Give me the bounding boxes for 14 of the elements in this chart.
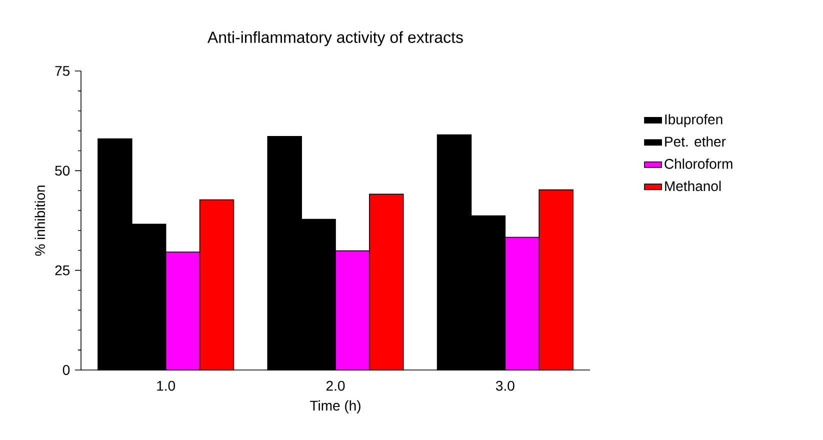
x-tick-label: 3.0: [496, 380, 514, 391]
y-tick-label: 75: [55, 66, 70, 76]
legend-label: Chloroform: [664, 158, 732, 169]
y-tick-label: 0: [62, 365, 70, 375]
x-tick-label: 1.0: [157, 380, 176, 391]
chart-title: Anti-inflammatory activity of extracts: [207, 31, 463, 46]
y-tick-label: 25: [55, 265, 70, 276]
y-tick-label: 50: [55, 166, 70, 176]
legend-label: Methanol: [665, 180, 721, 192]
x-axis-title: Time (h): [310, 400, 360, 414]
x-tick-label: 2.0: [326, 380, 345, 391]
legend-label: Ibuprofen: [665, 114, 722, 128]
y-axis-title: % inhibition: [34, 186, 46, 256]
legend-label: Pet. ether: [665, 136, 726, 147]
